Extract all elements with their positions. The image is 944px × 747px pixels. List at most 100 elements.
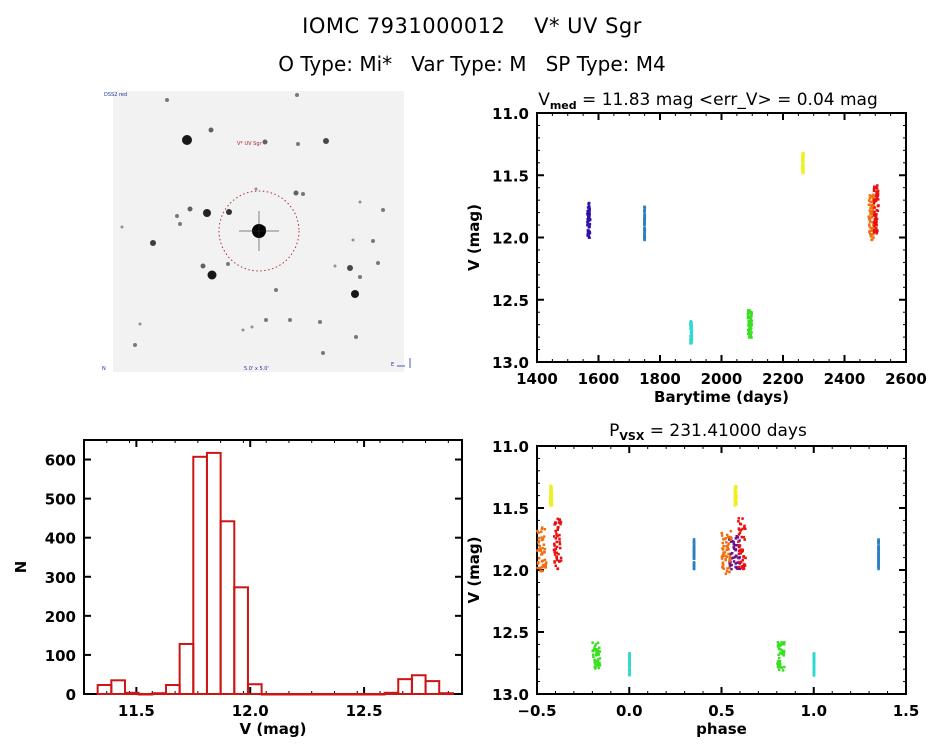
data-point bbox=[722, 537, 725, 541]
finder-star bbox=[288, 318, 292, 322]
data-point bbox=[877, 204, 880, 207]
finder-east-label: E bbox=[391, 362, 394, 368]
histogram-bar bbox=[301, 693, 318, 696]
data-point bbox=[734, 548, 738, 551]
data-point bbox=[542, 535, 546, 538]
data-point bbox=[544, 566, 547, 569]
data-point bbox=[737, 520, 740, 523]
data-point bbox=[778, 647, 781, 651]
data-point bbox=[536, 529, 539, 533]
data-point bbox=[873, 210, 876, 214]
data-point bbox=[739, 529, 743, 532]
x-tick-label: 2600 bbox=[885, 370, 927, 388]
finder-star bbox=[318, 320, 322, 324]
data-point bbox=[778, 659, 782, 663]
data-point bbox=[777, 656, 781, 660]
data-point bbox=[738, 556, 741, 559]
data-point bbox=[588, 222, 592, 226]
data-point bbox=[876, 198, 880, 201]
finder-star bbox=[358, 200, 362, 204]
finder-star bbox=[351, 290, 359, 298]
data-point bbox=[643, 206, 647, 209]
data-point bbox=[812, 665, 816, 668]
data-point bbox=[873, 219, 877, 222]
data-point bbox=[555, 540, 559, 544]
series-season-3 bbox=[628, 652, 816, 677]
y-tick-label: 12.0 bbox=[492, 230, 529, 248]
data-point bbox=[872, 236, 875, 239]
series-season-2 bbox=[692, 538, 880, 571]
data-point bbox=[587, 211, 591, 215]
data-point bbox=[812, 652, 816, 655]
data-point bbox=[594, 642, 598, 646]
x-tick-label: 1800 bbox=[639, 370, 681, 388]
data-point bbox=[749, 327, 753, 331]
data-point bbox=[738, 522, 742, 525]
data-point bbox=[692, 538, 696, 541]
data-point bbox=[540, 530, 543, 533]
data-point bbox=[598, 650, 602, 653]
data-point bbox=[868, 194, 872, 197]
y-tick-label: 600 bbox=[45, 452, 76, 470]
data-point bbox=[873, 186, 877, 189]
data-point bbox=[727, 552, 730, 556]
data-point bbox=[558, 546, 562, 550]
finder-star bbox=[208, 127, 214, 133]
data-point bbox=[690, 337, 693, 340]
data-point bbox=[876, 194, 880, 198]
data-point bbox=[721, 561, 725, 564]
data-point bbox=[720, 531, 724, 535]
data-point bbox=[779, 665, 782, 669]
data-point bbox=[643, 235, 646, 238]
data-point bbox=[741, 565, 745, 568]
histogram-bar bbox=[123, 691, 140, 696]
data-point bbox=[870, 205, 873, 208]
data-point bbox=[732, 560, 736, 563]
data-point bbox=[734, 565, 737, 569]
finder-star bbox=[250, 325, 254, 329]
x-tick-label: 1600 bbox=[578, 370, 620, 388]
data-point bbox=[628, 673, 631, 677]
finder-star bbox=[120, 225, 124, 229]
data-point bbox=[555, 551, 558, 555]
data-point bbox=[537, 536, 541, 540]
data-point bbox=[741, 517, 744, 520]
data-point bbox=[597, 653, 600, 656]
data-point bbox=[692, 561, 696, 564]
data-point bbox=[730, 563, 733, 567]
data-point bbox=[727, 535, 730, 539]
data-point bbox=[734, 562, 737, 565]
data-point bbox=[801, 165, 804, 168]
data-point bbox=[553, 550, 556, 554]
data-point bbox=[747, 313, 750, 317]
data-point bbox=[869, 226, 873, 230]
data-point bbox=[553, 560, 556, 563]
data-point bbox=[692, 551, 696, 554]
data-point bbox=[782, 643, 786, 646]
data-point bbox=[720, 534, 724, 537]
data-point bbox=[597, 663, 600, 667]
data-point bbox=[690, 341, 693, 345]
histogram-bar bbox=[383, 691, 400, 696]
finder-star bbox=[200, 263, 206, 269]
data-point bbox=[722, 551, 725, 554]
data-point bbox=[732, 546, 735, 549]
data-point bbox=[737, 533, 741, 536]
data-point bbox=[736, 536, 740, 539]
data-point bbox=[877, 552, 880, 555]
histogram-bar bbox=[178, 642, 195, 696]
data-point bbox=[628, 655, 631, 658]
data-point bbox=[734, 485, 737, 488]
data-point bbox=[690, 325, 693, 329]
target-circle-marker bbox=[218, 190, 300, 272]
data-point bbox=[877, 559, 880, 563]
data-point bbox=[740, 548, 744, 552]
data-point bbox=[734, 555, 737, 559]
data-point bbox=[726, 544, 730, 547]
series-season-7 bbox=[552, 517, 747, 571]
finder-star bbox=[354, 335, 358, 339]
data-point bbox=[536, 531, 540, 534]
finder-star bbox=[226, 209, 232, 215]
data-point bbox=[777, 653, 780, 657]
series-season-7 bbox=[872, 184, 880, 235]
